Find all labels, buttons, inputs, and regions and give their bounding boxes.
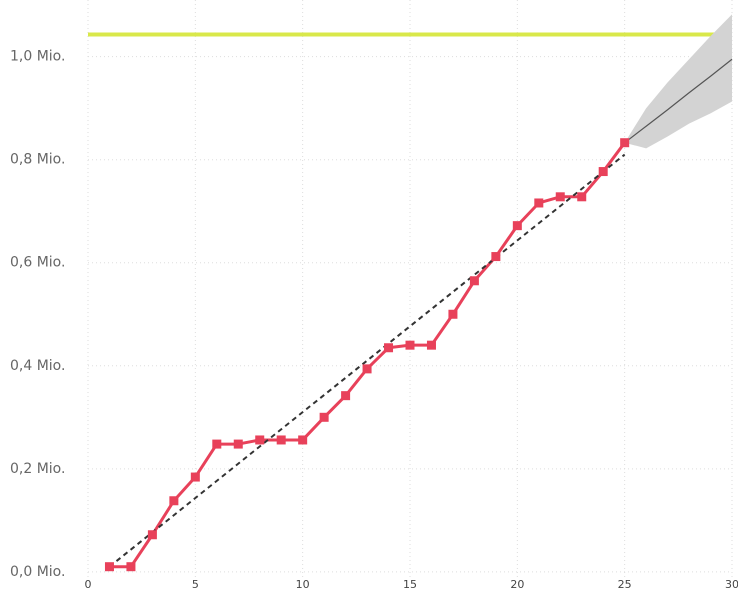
data-point [426, 340, 436, 350]
data-point [319, 412, 329, 422]
data-point [469, 276, 479, 286]
data-point [298, 435, 308, 445]
data-point [384, 343, 394, 353]
data-point [577, 192, 587, 202]
data-point [512, 221, 522, 231]
data-point [534, 198, 544, 208]
data-point [104, 562, 114, 572]
data-point [362, 364, 372, 374]
data-point [212, 439, 222, 449]
data-point [233, 439, 243, 449]
data-point [448, 309, 458, 319]
data-point [147, 530, 157, 540]
data-point [405, 340, 415, 350]
x-tick-label: 15 [403, 578, 417, 590]
data-point [341, 391, 351, 401]
x-tick-label: 10 [296, 578, 310, 590]
data-point [555, 192, 565, 202]
y-tick-label: 0,4 Mio. [10, 358, 65, 374]
y-tick-label: 0,8 Mio. [10, 152, 65, 168]
y-tick-label: 0,6 Mio. [10, 255, 65, 271]
x-tick-label: 5 [192, 578, 199, 590]
data-point [276, 435, 286, 445]
data-point [491, 252, 501, 262]
data-point [190, 472, 200, 482]
forecast-line [624, 58, 733, 144]
trend-line [108, 153, 626, 568]
data-point [169, 496, 179, 506]
x-tick-label: 20 [510, 578, 524, 590]
x-tick-label: 30 [725, 578, 738, 590]
forecast-band [624, 14, 732, 149]
data-point [620, 138, 630, 148]
y-tick-label: 0,0 Mio. [10, 564, 65, 580]
data-point [255, 435, 265, 445]
x-tick-label: 25 [618, 578, 632, 590]
y-tick-label: 1,0 Mio. [10, 49, 65, 65]
data-point [598, 167, 608, 177]
x-tick-label: 0 [85, 578, 92, 590]
y-tick-label: 0,2 Mio. [10, 461, 65, 477]
data-point [126, 562, 136, 572]
series-line [109, 141, 626, 569]
